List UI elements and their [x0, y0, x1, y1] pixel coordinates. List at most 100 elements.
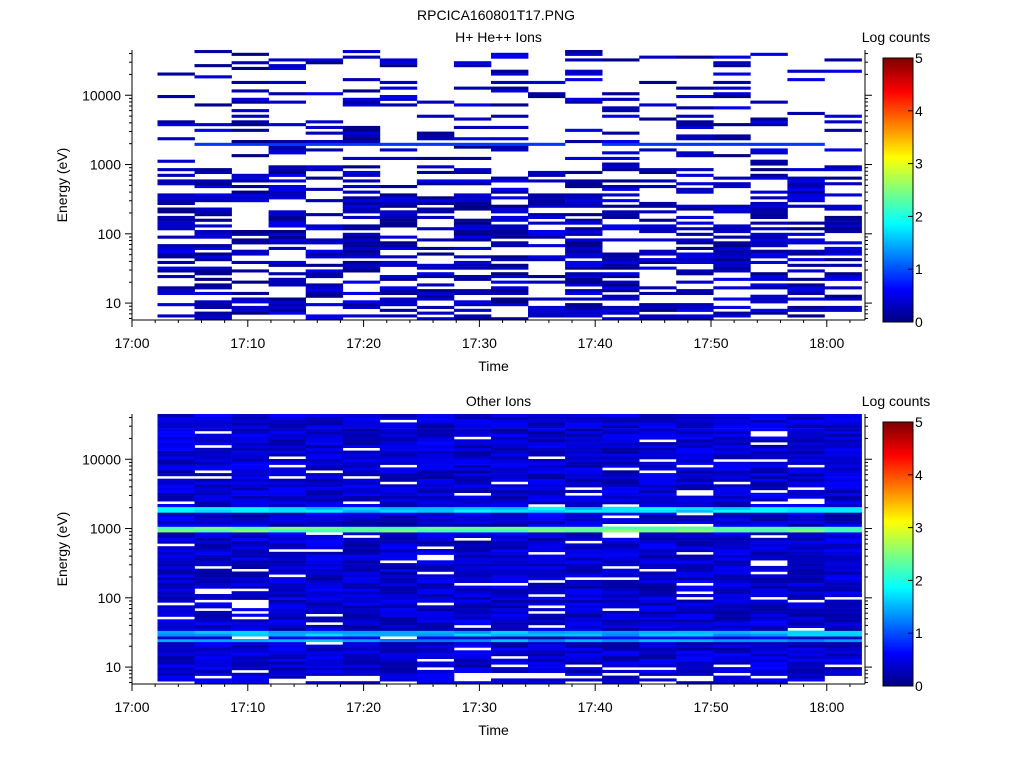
- heatmap-cell: [787, 678, 825, 682]
- heatmap-cell: [713, 227, 751, 231]
- heatmap-cell: [713, 444, 751, 448]
- heatmap-cell: [194, 64, 232, 68]
- heatmap-cell: [491, 456, 529, 460]
- heatmap-cell: [379, 450, 418, 454]
- heatmap-cell: [231, 571, 269, 575]
- heatmap-cell: [750, 428, 788, 432]
- heatmap-cell: [342, 244, 381, 248]
- heatmap-cell: [194, 416, 232, 420]
- heatmap-cell: [824, 221, 862, 225]
- heatmap-cell: [194, 667, 232, 671]
- heatmap-cell: [602, 588, 640, 592]
- heatmap-cell: [713, 675, 751, 679]
- heatmap-cell: [713, 419, 751, 423]
- colorbar-step: [883, 187, 913, 191]
- colorbar-step: [883, 648, 913, 652]
- colorbar-step: [883, 650, 913, 654]
- heatmap-cell: [342, 664, 381, 668]
- heatmap-cell: [528, 523, 566, 527]
- colorbar-step: [883, 479, 913, 482]
- heatmap-cell: [750, 616, 788, 620]
- heatmap-cell: [342, 201, 381, 205]
- heatmap-cell: [639, 422, 677, 426]
- colorbar-step: [883, 192, 913, 195]
- heatmap-cell: [157, 484, 195, 488]
- heatmap-cell: [194, 428, 232, 432]
- heatmap-cell: [528, 170, 566, 174]
- heatmap-cell: [528, 425, 566, 429]
- heatmap-cell: [528, 492, 566, 496]
- heatmap-cell: [342, 78, 381, 82]
- colorbar-step: [883, 297, 913, 301]
- heatmap-cell: [342, 204, 381, 208]
- heatmap-cell: [602, 275, 640, 279]
- heatmap-cell: [416, 100, 455, 104]
- heatmap-cell: [231, 467, 269, 471]
- heatmap-cell: [528, 591, 566, 595]
- heatmap-cell: [305, 504, 344, 508]
- heatmap-cell: [491, 557, 529, 561]
- heatmap-cell: [565, 305, 603, 309]
- heatmap-cell: [824, 560, 862, 564]
- heatmap-cell: [787, 551, 825, 555]
- heatmap-cell: [453, 193, 492, 197]
- heatmap-cell: [416, 475, 455, 479]
- heatmap-cell: [824, 653, 862, 657]
- heatmap-cell: [639, 543, 677, 547]
- heatmap-cell: [305, 447, 344, 451]
- heatmap-cell: [268, 588, 306, 592]
- heatmap-cell: [157, 509, 195, 513]
- heatmap-cell: [824, 227, 862, 231]
- heatmap-cell: [305, 148, 344, 152]
- heatmap-cell: [416, 624, 455, 628]
- heatmap-cell: [268, 190, 306, 194]
- heatmap-cell: [157, 653, 195, 657]
- heatmap-cell: [602, 551, 640, 555]
- heatmap-cell: [342, 165, 381, 169]
- heatmap-cell: [639, 565, 677, 569]
- heatmap-cell: [528, 633, 566, 637]
- heatmap-cell: [787, 639, 825, 643]
- heatmap-cell: [565, 238, 603, 242]
- heatmap-cell: [268, 193, 306, 197]
- heatmap-cell: [676, 602, 714, 606]
- heatmap-cell: [750, 308, 788, 312]
- heatmap-cell: [602, 641, 640, 645]
- heatmap-cell: [268, 520, 306, 524]
- heatmap-cell: [750, 588, 788, 592]
- heatmap-cell: [713, 549, 751, 553]
- heatmap-cell: [528, 577, 566, 581]
- heatmap-cell: [491, 495, 529, 499]
- heatmap-cell: [342, 207, 381, 211]
- heatmap-cell: [639, 55, 677, 59]
- heatmap-cell: [379, 244, 418, 248]
- heatmap-cell: [379, 633, 418, 637]
- heatmap-cell: [639, 419, 677, 423]
- heatmap-cell: [231, 439, 269, 443]
- heatmap-cell: [750, 526, 788, 530]
- heatmap-cell: [416, 560, 455, 564]
- heatmap-cell: [528, 450, 566, 454]
- heatmap-cell: [268, 461, 306, 465]
- heatmap-cell: [676, 669, 714, 673]
- heatmap-cell: [750, 215, 788, 219]
- heatmap-cell: [194, 664, 232, 668]
- heatmap-cell: [713, 207, 751, 211]
- heatmap-cell: [268, 148, 306, 152]
- heatmap-cell: [676, 661, 714, 665]
- heatmap-cell: [639, 252, 677, 256]
- heatmap-cell: [491, 272, 529, 276]
- colorbar-step: [883, 64, 913, 68]
- heatmap-cell: [157, 414, 195, 418]
- heatmap-cell: [194, 467, 232, 471]
- heatmap-cell: [639, 616, 677, 620]
- heatmap-cell: [491, 286, 529, 290]
- heatmap-cell: [491, 624, 529, 628]
- heatmap-cell: [824, 69, 862, 73]
- heatmap-cell: [268, 168, 306, 172]
- colorbar-step: [883, 536, 913, 540]
- heatmap-cell: [565, 461, 603, 465]
- heatmap-cell: [787, 185, 825, 189]
- colorbar-step: [883, 317, 913, 321]
- heatmap-cell: [639, 582, 677, 586]
